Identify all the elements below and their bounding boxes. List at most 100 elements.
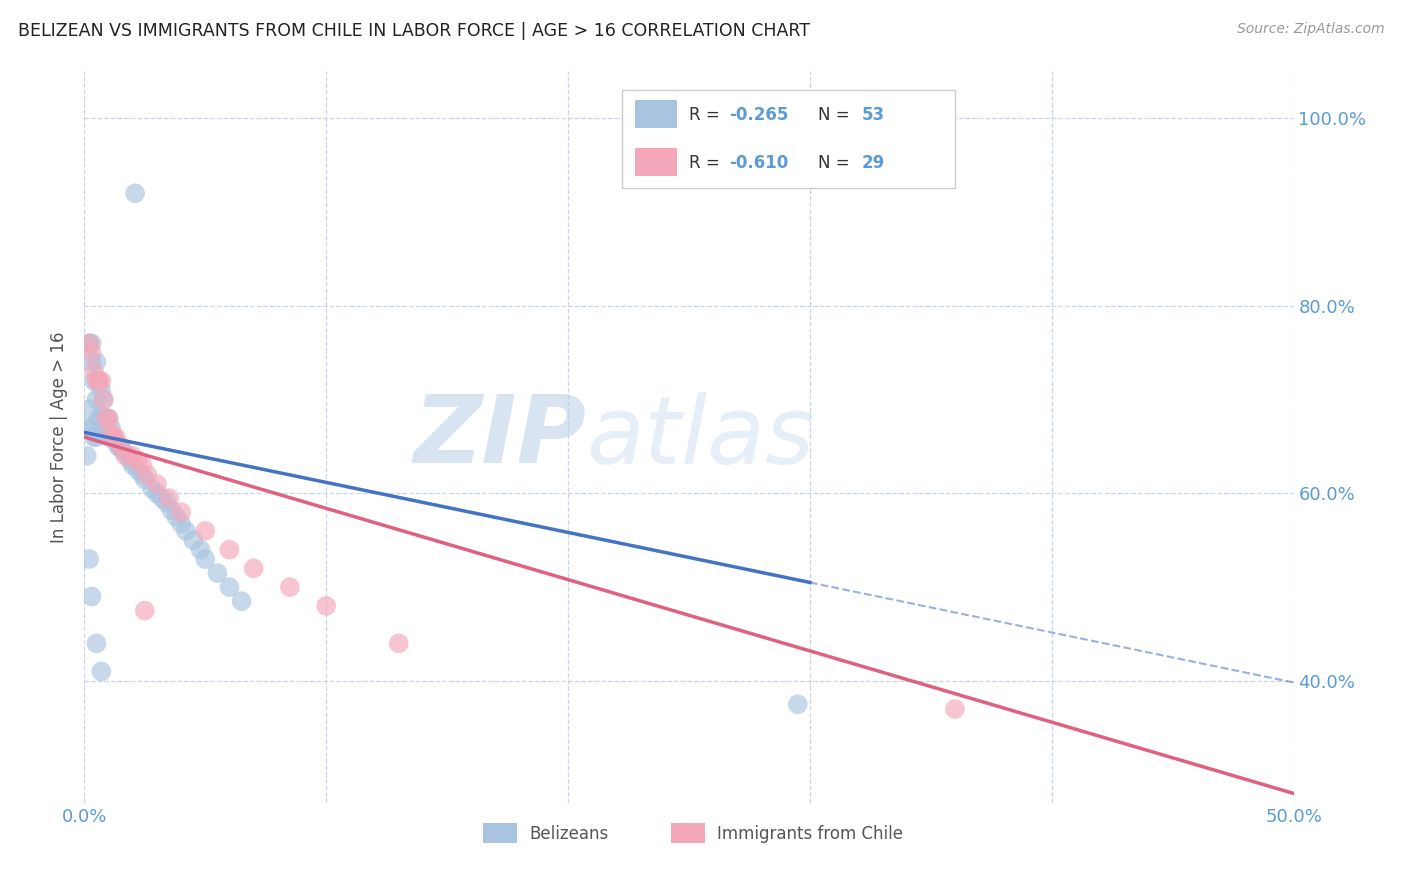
Point [87, 374, 110, 388]
Point [80, 420, 103, 434]
Point [388, 636, 411, 650]
Y-axis label: In Labor Force | Age > 16: In Labor Force | Age > 16 [49, 331, 67, 543]
FancyBboxPatch shape [623, 90, 955, 188]
Point [90, 383, 112, 397]
Point [190, 542, 212, 557]
Point [146, 477, 169, 491]
Point [103, 430, 125, 444]
Text: atlas: atlas [586, 392, 814, 483]
Point [104, 434, 127, 449]
Point [231, 594, 253, 608]
Point [127, 453, 149, 467]
Point [76, 449, 98, 463]
Point [242, 561, 264, 575]
Point [77, 336, 100, 351]
FancyBboxPatch shape [671, 822, 704, 843]
Point [194, 524, 217, 538]
Point [77, 401, 100, 416]
Point [76, 420, 98, 434]
Point [86, 392, 108, 407]
Point [97, 411, 120, 425]
Point [134, 472, 156, 486]
Point [93, 420, 115, 434]
Point [86, 636, 108, 650]
Point [218, 542, 240, 557]
Point [94, 411, 117, 425]
Point [80, 336, 103, 351]
Point [150, 491, 173, 505]
Point [100, 425, 122, 440]
Point [77, 552, 100, 566]
Text: Belizeans: Belizeans [529, 824, 609, 843]
Point [100, 420, 122, 434]
Point [194, 552, 217, 566]
Point [136, 467, 159, 482]
Point [127, 463, 149, 477]
Point [131, 458, 153, 473]
Point [120, 453, 142, 467]
Point [943, 702, 966, 716]
Point [97, 430, 120, 444]
Point [121, 458, 143, 473]
Point [170, 516, 193, 531]
Point [165, 509, 187, 524]
Text: -0.610: -0.610 [728, 153, 789, 172]
Point [86, 374, 108, 388]
Point [155, 496, 177, 510]
Point [141, 482, 163, 496]
Text: Source: ZipAtlas.com: Source: ZipAtlas.com [1237, 22, 1385, 37]
Point [315, 599, 337, 613]
Point [104, 430, 127, 444]
Point [157, 491, 180, 505]
Point [146, 486, 169, 500]
Point [83, 364, 105, 378]
Point [786, 698, 808, 712]
Text: Immigrants from Chile: Immigrants from Chile [717, 824, 903, 843]
Point [114, 449, 136, 463]
Point [87, 374, 110, 388]
Point [124, 186, 146, 201]
Point [83, 374, 105, 388]
Point [77, 336, 100, 351]
Text: 29: 29 [862, 153, 886, 172]
Text: BELIZEAN VS IMMIGRANTS FROM CHILE IN LABOR FORCE | AGE > 16 CORRELATION CHART: BELIZEAN VS IMMIGRANTS FROM CHILE IN LAB… [18, 22, 810, 40]
Point [94, 411, 117, 425]
FancyBboxPatch shape [484, 822, 517, 843]
Point [90, 374, 112, 388]
Text: R =: R = [689, 105, 725, 123]
Point [87, 411, 110, 425]
Point [93, 392, 115, 407]
Point [80, 590, 103, 604]
Point [131, 467, 153, 482]
Point [278, 580, 301, 594]
Point [160, 503, 183, 517]
Point [103, 430, 125, 444]
Text: N =: N = [818, 153, 855, 172]
FancyBboxPatch shape [634, 148, 676, 176]
Point [134, 603, 156, 617]
Point [97, 411, 120, 425]
Point [110, 440, 132, 454]
Point [112, 444, 135, 458]
Point [80, 345, 103, 359]
Point [170, 505, 193, 519]
Point [83, 430, 105, 444]
Point [80, 355, 103, 369]
Point [110, 440, 132, 454]
Point [207, 566, 229, 580]
Point [90, 411, 112, 425]
Text: 53: 53 [862, 105, 884, 123]
Point [181, 533, 204, 548]
Point [86, 355, 108, 369]
Text: ZIP: ZIP [413, 391, 586, 483]
Point [117, 449, 139, 463]
Point [90, 665, 112, 679]
Point [93, 392, 115, 407]
Point [174, 524, 197, 538]
Point [218, 580, 240, 594]
Text: -0.265: -0.265 [728, 105, 789, 123]
Text: R =: R = [689, 153, 725, 172]
Point [121, 449, 143, 463]
FancyBboxPatch shape [634, 100, 676, 128]
Point [107, 440, 129, 454]
